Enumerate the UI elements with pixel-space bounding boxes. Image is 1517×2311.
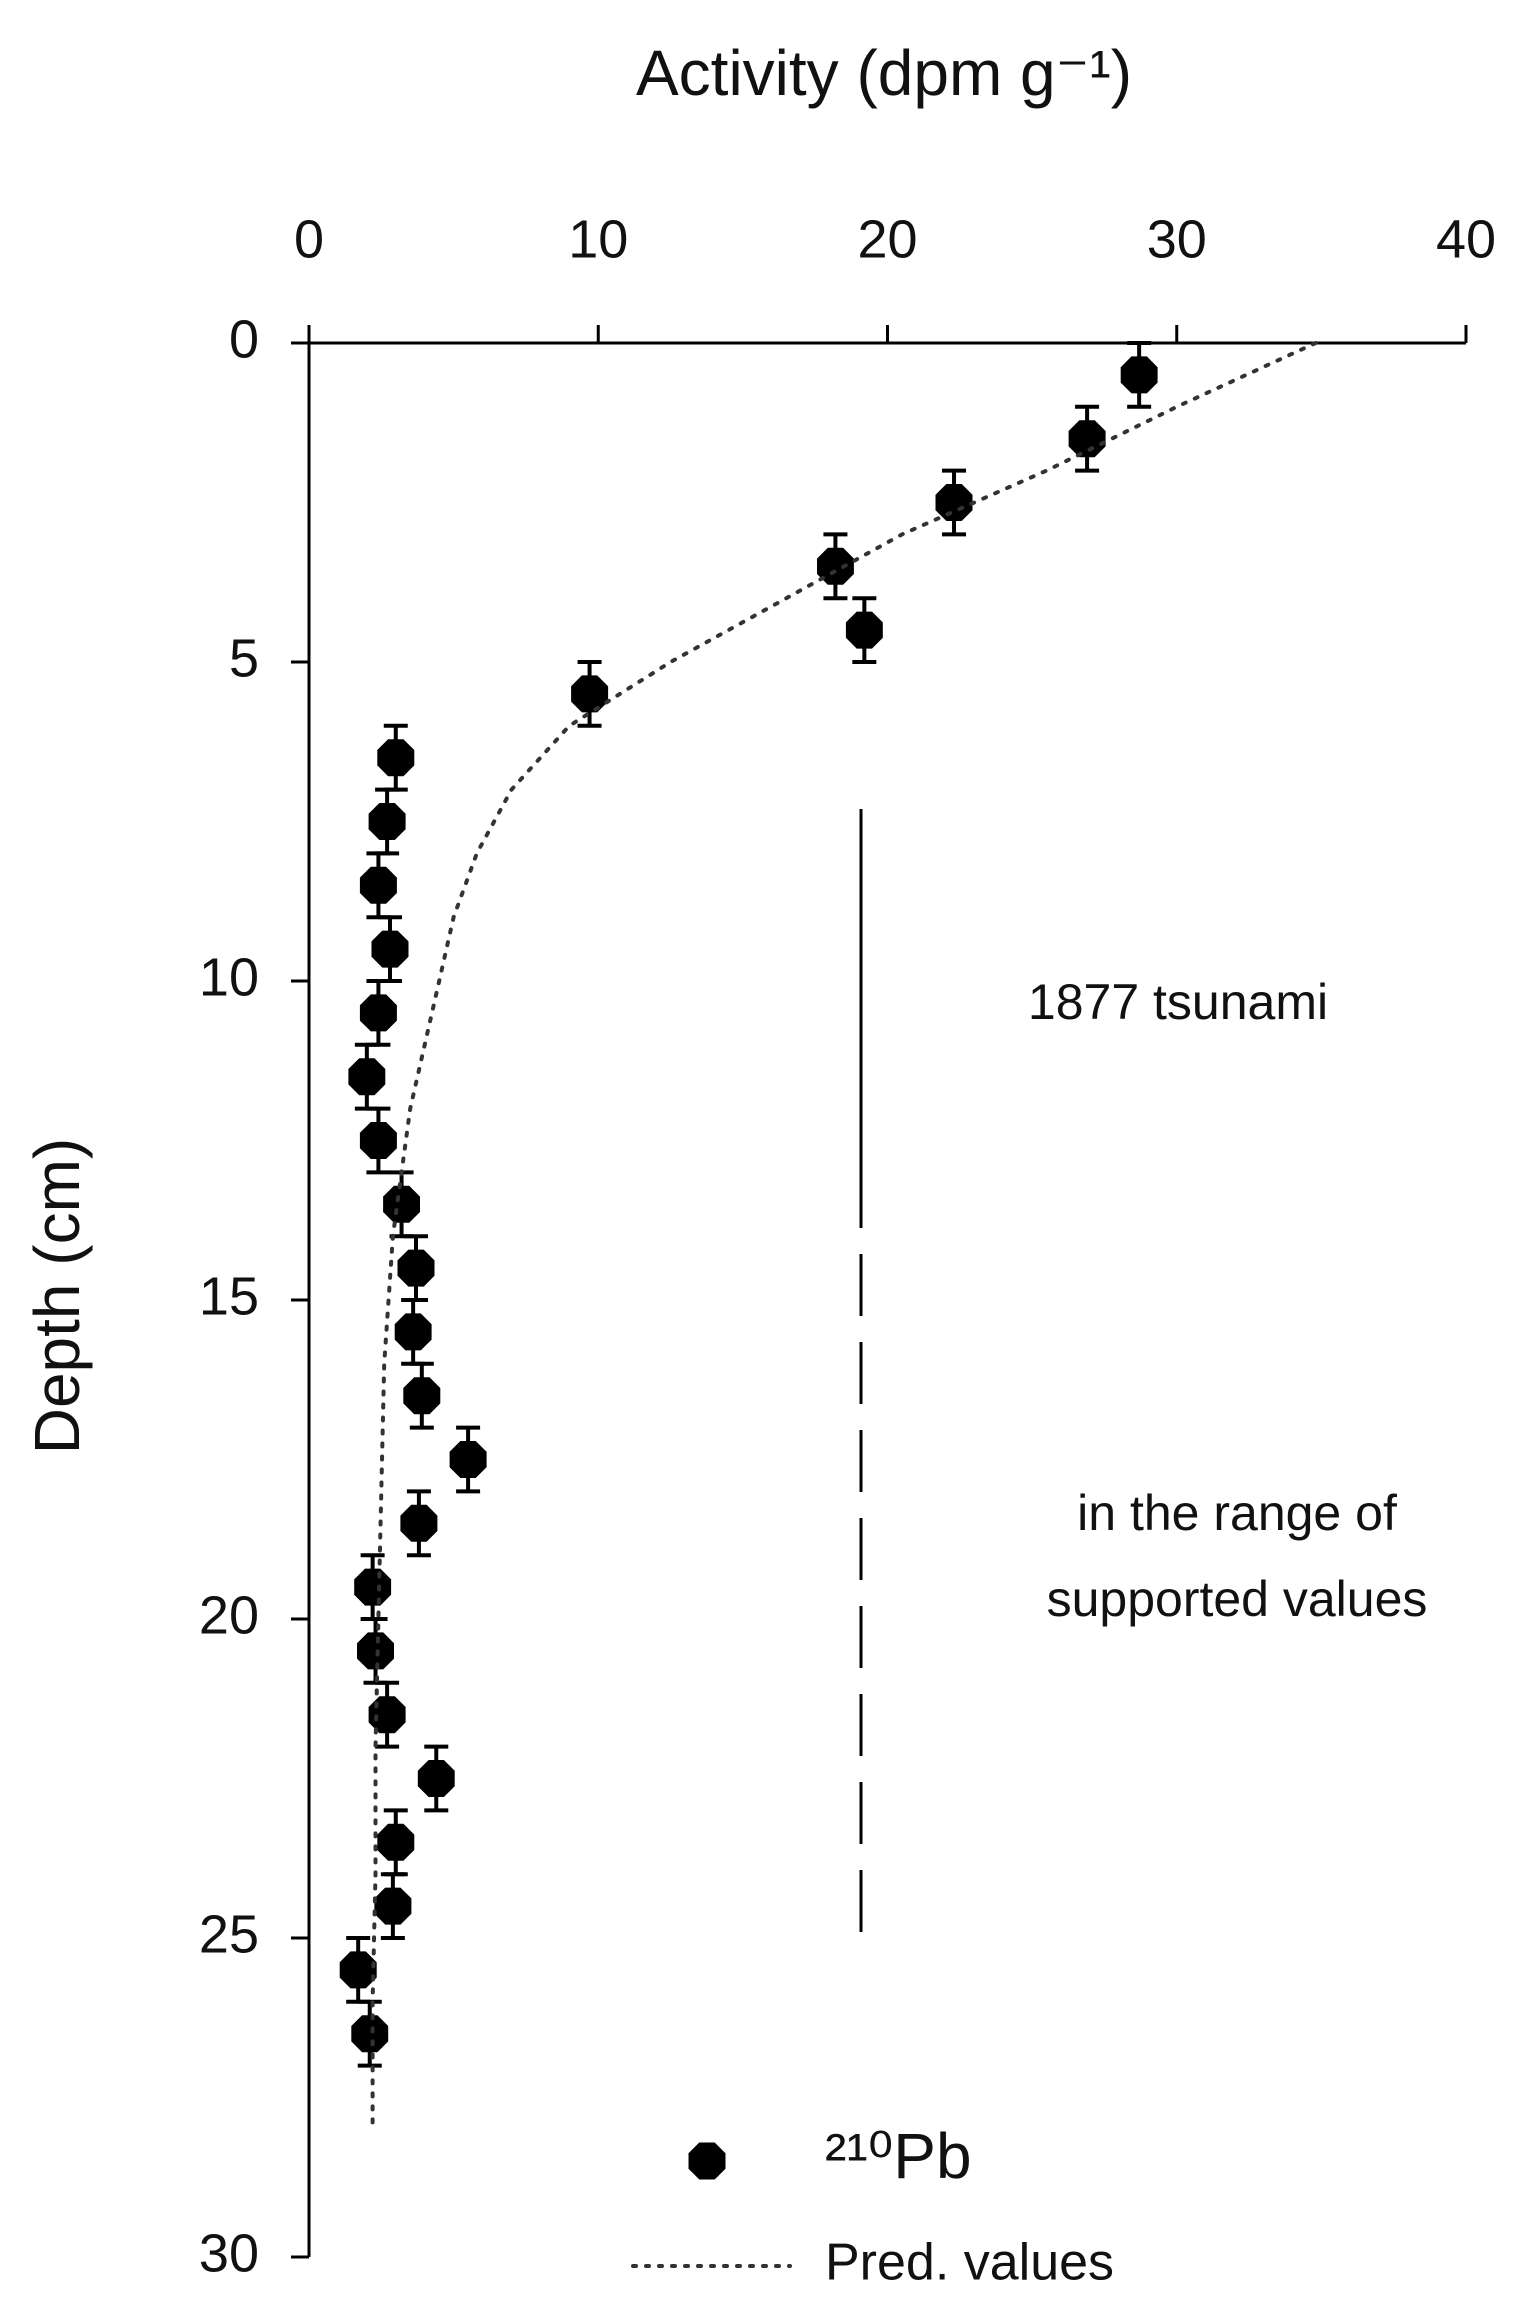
data-point (400, 1504, 438, 1542)
legend-label: Pred. values (825, 2234, 1114, 2292)
x-tick-label: 30 (1147, 209, 1207, 269)
annotation: 1877 tsunami (1028, 974, 1328, 1030)
data-point (935, 484, 973, 521)
data-point (383, 1185, 420, 1223)
data-point (351, 2015, 389, 2053)
data-point (368, 803, 406, 840)
y-tick-label: 5 (229, 628, 259, 688)
data-point (1120, 356, 1158, 394)
annotation: supported values (1047, 1571, 1428, 1627)
legend-marker (688, 2142, 726, 2180)
x-tick-label: 40 (1436, 209, 1496, 269)
data-point (1068, 420, 1106, 458)
data-point (449, 1441, 487, 1478)
x-tick-label: 0 (294, 209, 324, 269)
data-point (359, 866, 397, 904)
data-point (359, 1122, 397, 1159)
data-point (845, 611, 883, 649)
data-point (354, 1568, 392, 1606)
data-point (571, 675, 609, 713)
data-point (357, 1632, 394, 1670)
data-point (348, 1058, 386, 1096)
data-point (397, 1249, 435, 1287)
data-point (377, 739, 415, 777)
legend-label: ²¹⁰Pb (825, 2120, 972, 2192)
data-point (374, 1887, 412, 1925)
y-tick-label: 10 (199, 947, 259, 1007)
x-tick-label: 20 (857, 209, 917, 269)
annotation: in the range of (1077, 1485, 1397, 1541)
data-point (368, 1696, 406, 1734)
data-point (403, 1377, 441, 1415)
y-tick-label: 0 (229, 309, 259, 369)
data-point (394, 1313, 432, 1351)
data-point (417, 1760, 455, 1797)
y-tick-label: 25 (199, 1904, 259, 1964)
y-tick-label: 30 (199, 2223, 259, 2283)
y-tick-label: 20 (199, 1585, 259, 1645)
x-axis-title: Activity (dpm g⁻¹) (636, 37, 1132, 109)
y-axis-title: Depth (cm) (21, 1138, 93, 1455)
x-tick-label: 10 (568, 209, 628, 269)
y-tick-label: 15 (199, 1266, 259, 1326)
data-point (359, 994, 397, 1032)
data-point (817, 547, 854, 585)
data-point (371, 930, 409, 968)
data-point (339, 1951, 377, 1989)
pred-line (370, 341, 1318, 2132)
data-point (377, 1823, 415, 1861)
